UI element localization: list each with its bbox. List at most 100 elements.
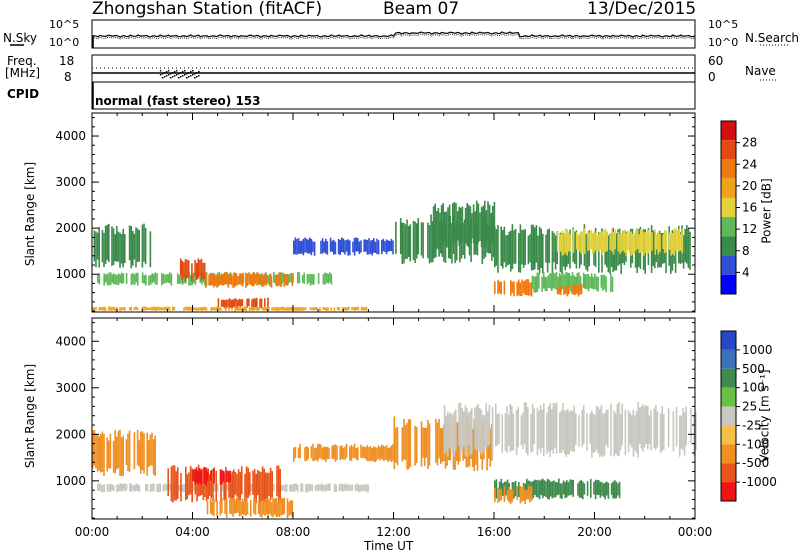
power-cell — [188, 306, 190, 311]
x-tick-label: 12:00 — [376, 525, 411, 539]
velocity-cell — [631, 415, 633, 448]
velocity-cell — [480, 409, 483, 456]
velocity-cell — [508, 487, 510, 503]
power-cell — [293, 240, 295, 255]
velocity-cell — [506, 406, 508, 453]
velocity-cell — [329, 483, 331, 491]
nave-tick-bottom: 0 — [708, 70, 716, 84]
power-cell — [109, 272, 112, 286]
power-cell — [684, 229, 686, 262]
nave-point — [167, 74, 170, 76]
velocity-cell — [606, 481, 608, 496]
nsearch-tick-top: 10^5 — [708, 18, 739, 31]
power-cell — [579, 284, 581, 295]
velocity-cell — [547, 406, 550, 452]
power-cell — [586, 274, 588, 289]
nave-point — [189, 75, 192, 77]
power-cell — [570, 275, 572, 292]
velocity-cell — [340, 483, 342, 491]
power-cell — [460, 207, 462, 244]
velocity-cell — [196, 470, 198, 502]
power-cell — [254, 275, 257, 285]
nave-point — [163, 76, 166, 78]
power-cell — [412, 220, 415, 261]
power-cell — [117, 231, 120, 262]
power-cell — [493, 201, 496, 244]
power-cell — [235, 298, 237, 307]
velocity-cell — [396, 427, 399, 466]
power-cell — [334, 241, 337, 255]
power-cell — [130, 273, 133, 285]
velocity-cell — [520, 415, 523, 446]
velocity-cell — [217, 484, 219, 492]
velocity-cell — [231, 471, 233, 502]
x-tick-label: 00:00 — [678, 525, 713, 539]
power-cell — [187, 260, 190, 279]
power-cell — [116, 226, 118, 262]
power-cell — [346, 307, 348, 311]
velocity-cell — [527, 485, 530, 500]
velocity-cell — [629, 412, 631, 445]
velocity-cell — [113, 485, 115, 492]
velocity-cell — [593, 481, 595, 495]
power-cell — [406, 219, 408, 259]
velocity-cell — [533, 408, 535, 444]
power-cell — [407, 226, 410, 257]
velocity-cell — [635, 411, 638, 454]
freq-label: Freq. — [7, 54, 37, 68]
power-cell — [689, 231, 691, 270]
velocity-cell — [127, 433, 129, 472]
velocity-cell — [253, 497, 255, 514]
power-cell — [148, 307, 150, 310]
velocity-cell — [157, 483, 160, 493]
power-cell — [269, 273, 271, 287]
velocity-cell — [313, 448, 316, 461]
velocity-cell — [226, 470, 228, 483]
velocity-cell — [580, 479, 582, 498]
velocity-cell — [598, 480, 600, 496]
velocity-cell — [151, 432, 153, 466]
velocity-cell — [650, 410, 652, 451]
power-cell — [285, 307, 288, 311]
velocity-cell — [559, 412, 561, 454]
velocity-cell — [167, 468, 169, 496]
power-cell — [331, 240, 333, 252]
power-cell — [188, 272, 190, 286]
velocity-cell — [334, 444, 337, 462]
power-cell — [477, 203, 480, 243]
power-cell — [519, 224, 522, 273]
velocity-cell — [469, 410, 471, 456]
nave-point — [196, 76, 198, 78]
power-cell — [455, 202, 457, 246]
power-cell — [546, 277, 548, 292]
power-cell — [249, 274, 252, 285]
power-cell — [236, 300, 239, 309]
power-cell — [224, 272, 226, 285]
power-cell — [480, 207, 483, 247]
power-cell — [587, 274, 590, 292]
power-cell — [192, 307, 195, 311]
power-cell — [197, 307, 200, 311]
power-cell — [97, 275, 99, 283]
nave-point — [181, 71, 184, 73]
power-cell — [595, 276, 598, 291]
power-colorbar-segment — [721, 178, 736, 198]
power-cell — [164, 306, 166, 311]
velocity-cell — [119, 483, 121, 491]
power-cell — [511, 224, 514, 269]
power-cell — [273, 272, 275, 283]
power-cell — [659, 234, 661, 252]
velocity-cell — [545, 481, 547, 497]
velocity-cell — [489, 428, 492, 467]
nave-point — [191, 74, 194, 76]
power-cell — [422, 222, 424, 259]
power-cell — [165, 306, 168, 311]
power-cell — [184, 306, 187, 310]
power-cell — [440, 205, 443, 241]
velocity-cell — [341, 483, 344, 492]
power-cell — [325, 307, 328, 311]
power-cell — [218, 307, 220, 311]
power-cell — [230, 274, 233, 285]
velocity-cell — [519, 486, 522, 504]
velocity-cell — [551, 481, 554, 499]
